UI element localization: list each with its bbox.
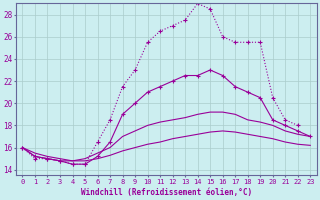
X-axis label: Windchill (Refroidissement éolien,°C): Windchill (Refroidissement éolien,°C) (81, 188, 252, 197)
